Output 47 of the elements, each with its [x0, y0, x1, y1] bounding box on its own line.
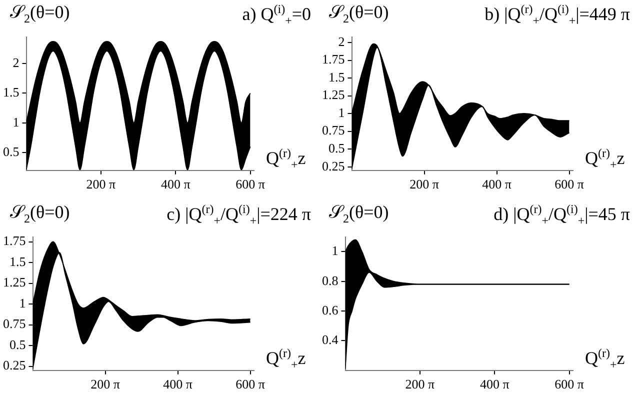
- x-tick-label: 200 π: [410, 176, 440, 192]
- y-tick-label: 1: [338, 104, 345, 120]
- y-axis-title: 𝒮$_{2}$(θ=0): [329, 2, 389, 27]
- y-tick-label: 1.5: [328, 69, 345, 84]
- y-tick-label: 0.6: [322, 302, 339, 318]
- y-tick-label: 1.75: [322, 52, 345, 67]
- y-tick-label: 0.75: [322, 122, 345, 138]
- y-tick-label: 0.25: [3, 358, 26, 373]
- x-axis-title: Q$^{(r)}$$_{+}$z: [266, 346, 306, 373]
- x-tick-label: 600 π: [236, 176, 266, 192]
- x-tick-label: 400 π: [160, 176, 191, 192]
- y-tick-label: 1: [12, 114, 20, 130]
- y-tick-label: 1.25: [322, 87, 345, 102]
- x-tick-label: 400 π: [480, 376, 510, 392]
- chart-title: a) Q$^{(i)}$$_{+}$=0: [242, 2, 311, 29]
- y-tick-label: 0.25: [322, 158, 345, 174]
- y-tick-label: 2: [12, 54, 20, 70]
- y-axis-title: 𝒮$_{2}$(θ=0): [329, 202, 389, 227]
- y-tick-label: 1.75: [3, 233, 26, 248]
- x-axis-title: Q$^{(r)}$$_{+}$z: [585, 346, 625, 373]
- x-axis-title: Q$^{(r)}$$_{+}$z: [266, 146, 306, 173]
- y-tick-label: 0.5: [328, 140, 345, 156]
- y-tick-label: 0.4: [322, 332, 339, 348]
- x-tick-label: 200 π: [405, 376, 436, 392]
- x-tick-label: 600 π: [554, 376, 584, 392]
- x-axis-title: Q$^{(r)}$$_{+}$z: [585, 146, 625, 173]
- x-tick-label: 200 π: [90, 376, 120, 392]
- x-tick-label: 400 π: [163, 376, 193, 392]
- y-tick-label: 0.5: [10, 336, 26, 352]
- x-tick-label: 600 π: [554, 176, 584, 192]
- y-tick-label: 2: [338, 34, 345, 49]
- x-tick-label: 600 π: [236, 376, 266, 392]
- y-tick-label: 1.5: [10, 254, 26, 269]
- y-tick-label: 1.25: [3, 274, 26, 290]
- y-tick-label: 0.5: [3, 144, 20, 160]
- y-axis-title: 𝒮$_{2}$(θ=0): [10, 202, 70, 227]
- y-tick-label: 0.75: [3, 316, 26, 332]
- y-tick-label: 1: [19, 295, 26, 310]
- y-axis-title: 𝒮$_{2}$(θ=0): [10, 2, 70, 27]
- chart-title: d) |Q$^{(r)}$$_{+}$/Q$^{(i)}$$_{+}$|=45 π: [494, 202, 630, 229]
- chart-title: c) |Q$^{(r)}$$_{+}$/Q$^{(i)}$$_{+}$|=224 π: [166, 202, 311, 229]
- y-tick-label: 0.8: [322, 272, 338, 288]
- chart-title: b) |Q$^{(r)}$$_{+}$/Q$^{(i)}$$_{+}$|=449 π: [484, 2, 630, 29]
- x-tick-label: 200 π: [86, 176, 116, 192]
- y-tick-label: 1.5: [3, 84, 20, 100]
- y-tick-label: 1: [332, 243, 338, 258]
- x-tick-label: 400 π: [482, 176, 512, 192]
